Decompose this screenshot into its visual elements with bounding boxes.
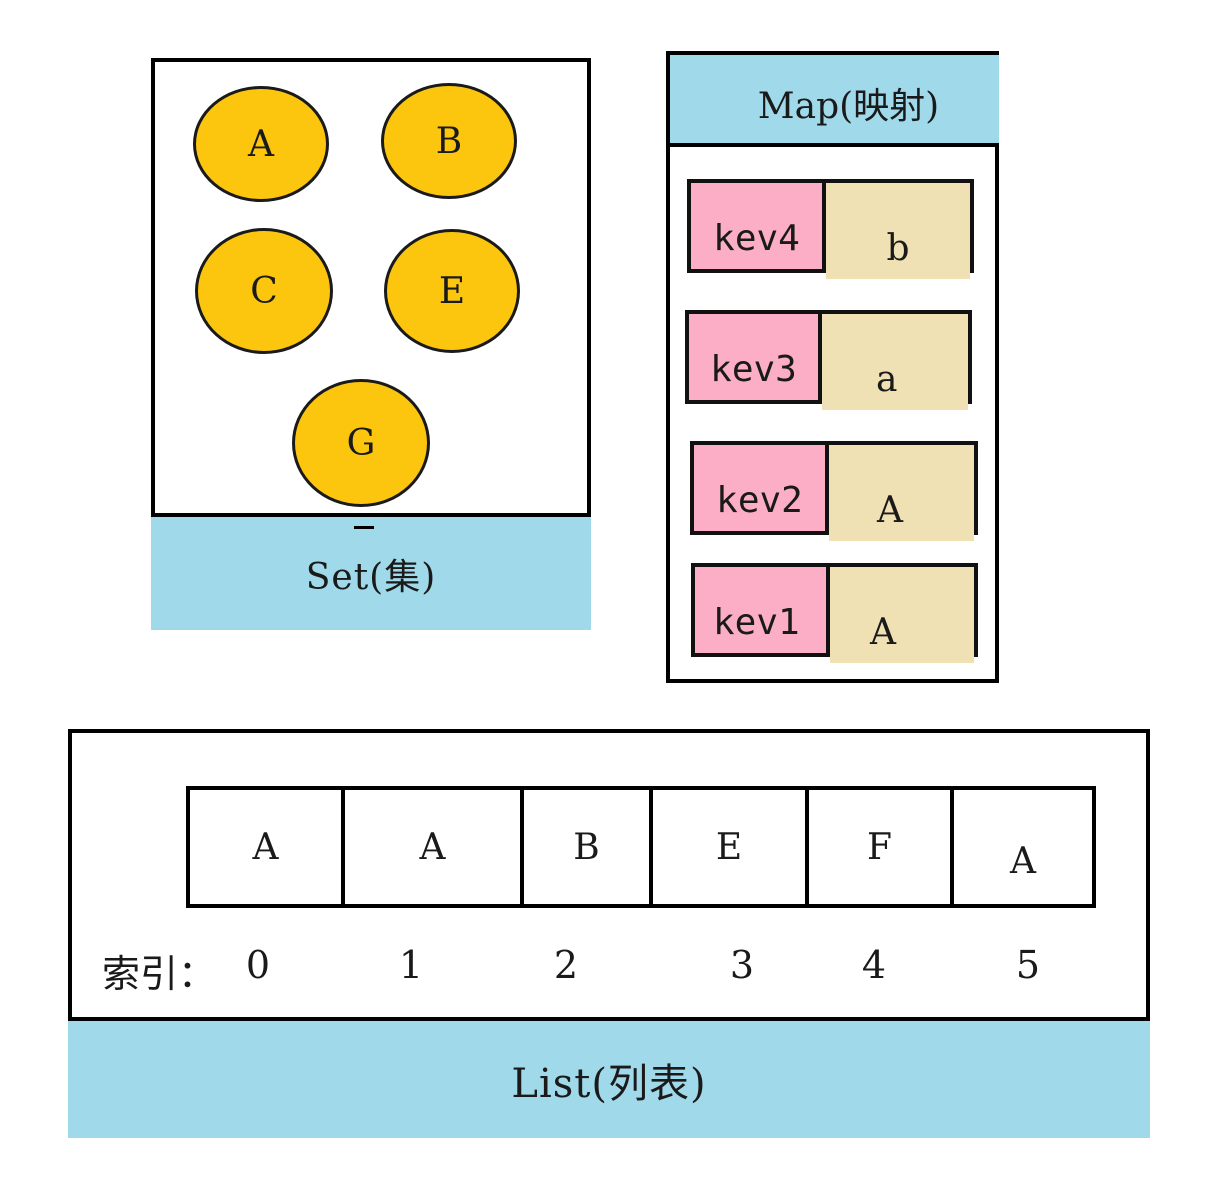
map-value: b bbox=[826, 183, 970, 279]
divider bbox=[354, 526, 374, 529]
map-key: kev4 bbox=[691, 183, 826, 269]
set-container: A B C E G Set(集) bbox=[151, 58, 591, 630]
map-container: Map(映射) kev4 b kev3 a kev2 A kev1 A bbox=[666, 51, 999, 683]
set-element: G bbox=[292, 379, 430, 507]
map-key: kev3 bbox=[689, 314, 822, 400]
map-entry: kev4 b bbox=[687, 179, 974, 279]
map-key: kev1 bbox=[695, 567, 830, 653]
map-value: a bbox=[822, 314, 968, 410]
list-index: 4 bbox=[861, 943, 887, 987]
map-value: A bbox=[829, 445, 974, 541]
list-cell: A bbox=[186, 786, 345, 908]
map-label-bar: Map(映射) bbox=[670, 55, 999, 147]
list-cell: F bbox=[805, 786, 954, 908]
set-title: Set(集) bbox=[305, 556, 437, 598]
list-cell-value: B bbox=[573, 826, 600, 868]
set-element: C bbox=[195, 228, 333, 354]
map-title: Map(映射) bbox=[757, 86, 940, 127]
set-element: A bbox=[193, 86, 329, 202]
set-element: E bbox=[384, 229, 520, 353]
list-cell: E bbox=[649, 786, 809, 908]
set-element-label: E bbox=[438, 270, 466, 312]
list-cell-value: A bbox=[252, 826, 279, 868]
list-cell: A bbox=[341, 786, 524, 908]
list-cell: B bbox=[520, 786, 653, 908]
index-label: 索引： bbox=[102, 952, 217, 996]
list-index: 5 bbox=[1015, 943, 1041, 987]
list-cell: A bbox=[950, 786, 1096, 908]
list-index: 2 bbox=[553, 943, 579, 987]
map-entry: kev2 A bbox=[690, 441, 978, 541]
set-label-bar: Set(集) bbox=[151, 513, 591, 630]
list-cell-value: E bbox=[715, 826, 743, 868]
list-title: List(列表) bbox=[511, 1060, 707, 1107]
list-index: 0 bbox=[245, 943, 271, 987]
set-element-label: A bbox=[248, 123, 274, 165]
set-element-label: B bbox=[435, 120, 463, 162]
list-cell-value: A bbox=[1010, 840, 1036, 882]
map-value: A bbox=[830, 567, 974, 663]
list-label-bar: List(列表) bbox=[68, 1017, 1150, 1138]
map-entry: kev1 A bbox=[691, 563, 978, 663]
map-entry: kev3 a bbox=[685, 310, 972, 410]
set-element-label: G bbox=[346, 422, 376, 464]
list-container: A A B E F A 索引： 0 1 2 3 4 5 List(列表) bbox=[68, 729, 1150, 1138]
set-element: B bbox=[381, 83, 517, 199]
set-element-label: C bbox=[250, 270, 278, 312]
map-key: kev2 bbox=[694, 445, 829, 531]
list-index: 3 bbox=[729, 943, 755, 987]
list-cell-value: F bbox=[867, 826, 892, 868]
list-index: 1 bbox=[398, 943, 424, 987]
list-cell-value: A bbox=[419, 826, 446, 868]
